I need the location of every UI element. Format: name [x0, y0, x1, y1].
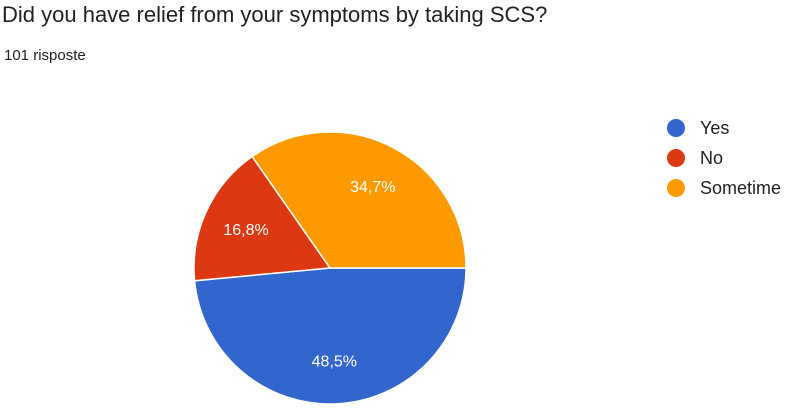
legend-label-sometime: Sometime [700, 178, 781, 198]
legend-marker-yes [667, 119, 685, 137]
response-count: 101 risposte [4, 47, 86, 64]
legend-label-yes: Yes [700, 118, 729, 138]
pie-slice-no[interactable] [193, 155, 332, 282]
legend-label-no: No [700, 148, 723, 168]
legend-marker-sometime [667, 179, 685, 197]
slice-label-yes: 48,5% [312, 353, 357, 370]
pie-slice-sometime[interactable] [251, 131, 467, 269]
pie-slice-yes[interactable] [193, 267, 467, 405]
legend-marker-no [667, 149, 685, 167]
slice-label-sometime: 34,7% [350, 179, 395, 196]
question-title: Did you have relief from your symptoms b… [2, 2, 548, 27]
slice-label-no: 16,8% [223, 222, 268, 239]
